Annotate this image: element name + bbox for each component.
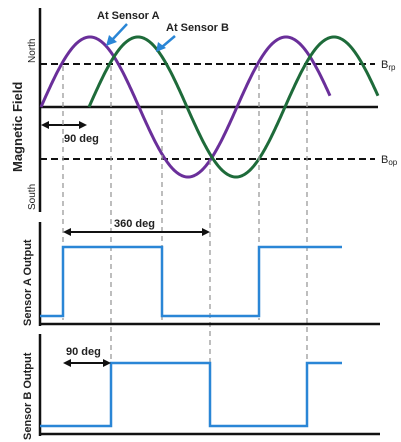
period-arrow: [63, 228, 210, 236]
phase-shift-arrow-bottom: [63, 359, 111, 367]
sensor-a-output-panel: Sensor A Output 360 deg: [22, 218, 380, 326]
phase-shift-arrow-top: [41, 121, 87, 129]
magnetic-field-axis-title: Magnetic Field: [10, 82, 25, 172]
sensor-b-output-axis-title: Sensor B Output: [22, 352, 34, 440]
sensor-a-output-trace: [40, 245, 342, 318]
sensor-b-output-panel: Sensor B Output 90 deg: [22, 334, 380, 440]
crossing-guides: [62, 66, 308, 420]
sensor-a-callout-arrow: [106, 23, 128, 46]
sensor-a-output-axis-title: Sensor A Output: [22, 239, 34, 326]
phase-shift-label-bottom: 90 deg: [66, 346, 101, 358]
sensor-b-output-trace: [40, 361, 342, 428]
sensor-a-label: At Sensor A: [97, 10, 160, 22]
brp-label: Brp: [381, 59, 396, 72]
sensor-a-wave: [39, 35, 332, 179]
sensor-b-label: At Sensor B: [166, 22, 229, 34]
south-label: South: [27, 184, 38, 210]
sensor-b-wave: [87, 35, 380, 179]
phase-shift-label-top: 90 deg: [64, 133, 99, 145]
sensor-b-callout-arrow: [156, 35, 176, 52]
north-label: North: [27, 39, 38, 63]
magnetic-field-panel: At Sensor A At Sensor B Magnetic Field N…: [10, 8, 398, 212]
period-label: 360 deg: [114, 218, 155, 230]
bop-label: Bop: [381, 154, 398, 167]
